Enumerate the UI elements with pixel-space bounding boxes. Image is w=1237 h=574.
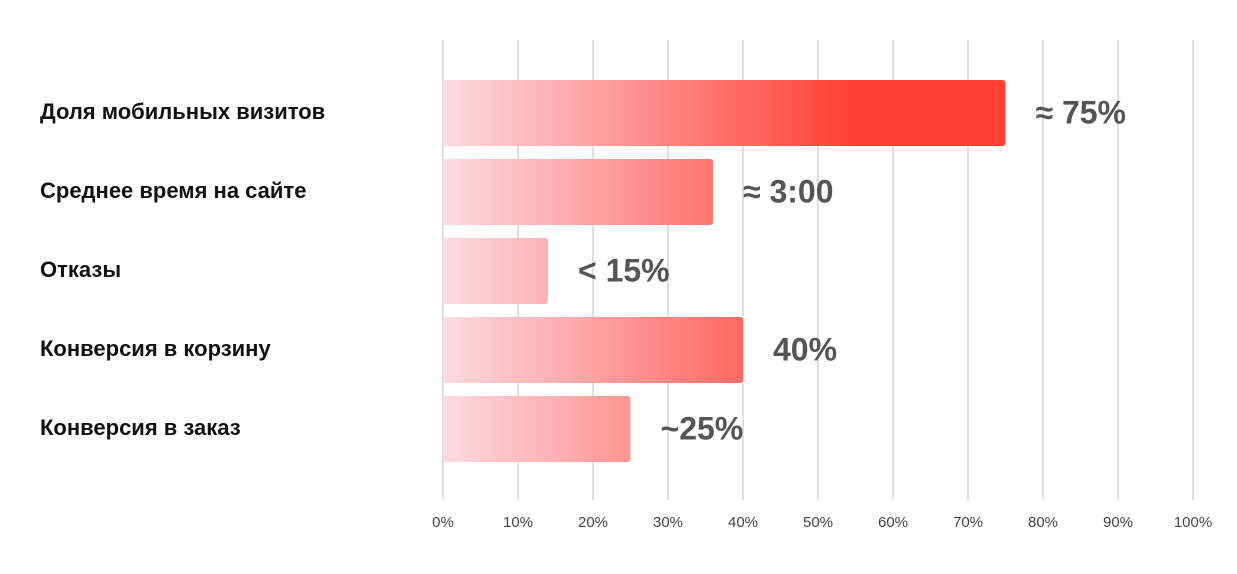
value-label: ≈ 3:00 [743,173,834,209]
category-label: Конверсия в заказ [40,415,241,440]
bar [443,317,743,383]
x-tick-label: 50% [803,514,833,531]
bar [443,396,631,462]
x-tick-label: 40% [728,514,758,531]
value-label: < 15% [578,252,670,288]
bar [443,238,548,304]
x-tick-label: 20% [578,514,608,531]
bar [443,80,1006,146]
x-tick-label: 0% [432,514,454,531]
value-label: 40% [773,331,837,367]
category-label: Конверсия в корзину [40,336,271,361]
x-tick-label: 70% [953,514,983,531]
x-tick-label: 80% [1028,514,1058,531]
x-tick-label: 60% [878,514,908,531]
value-label: ≈ 75% [1036,94,1127,130]
x-tick-label: 10% [503,514,533,531]
category-label: Отказы [40,257,121,282]
x-tick-label: 90% [1103,514,1133,531]
value-label: ~25% [661,410,744,446]
category-label: Доля мобильных визитов [40,99,325,124]
category-label: Среднее время на сайте [40,178,306,203]
x-tick-label: 30% [653,514,683,531]
bar [443,159,713,225]
x-tick-label: 100% [1174,514,1212,531]
